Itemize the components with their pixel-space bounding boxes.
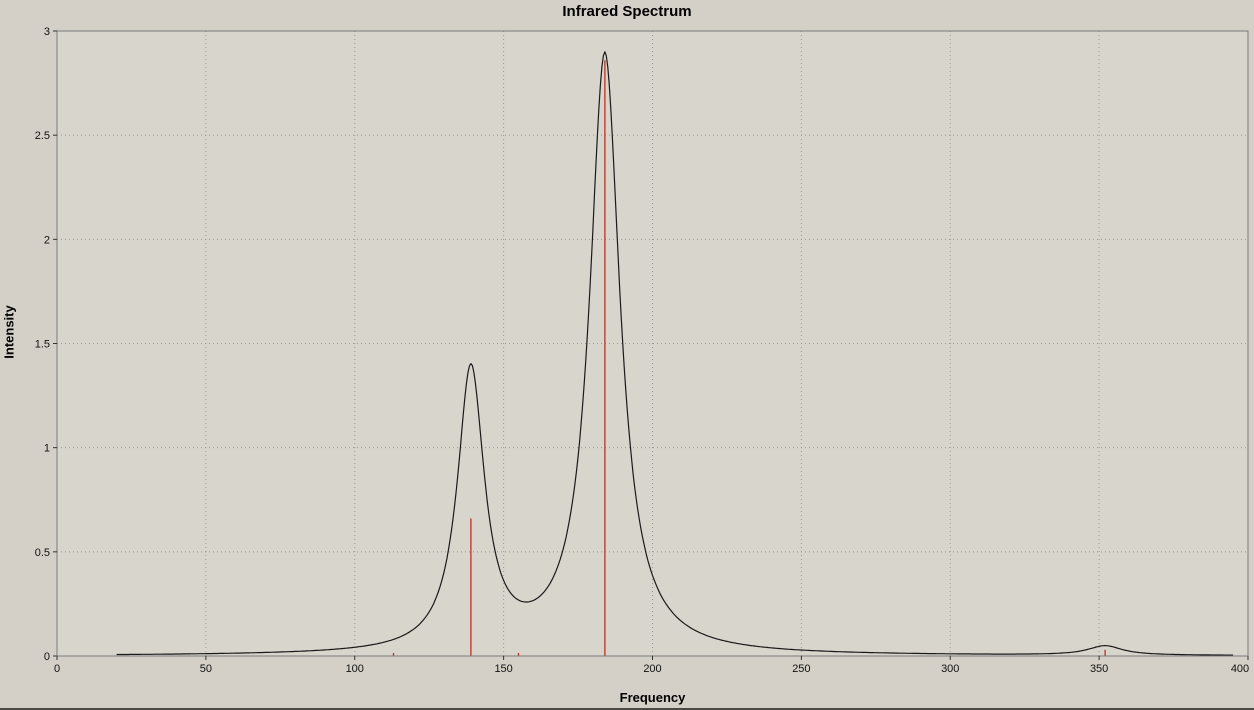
svg-text:0: 0 [44, 651, 50, 663]
svg-text:250: 250 [792, 663, 810, 675]
svg-text:350: 350 [1090, 663, 1108, 675]
svg-text:100: 100 [346, 663, 364, 675]
svg-text:200: 200 [643, 663, 661, 675]
svg-text:2.5: 2.5 [35, 130, 50, 142]
svg-text:0.5: 0.5 [35, 547, 50, 559]
svg-text:150: 150 [494, 663, 512, 675]
svg-text:50: 50 [200, 663, 212, 675]
svg-text:0: 0 [54, 663, 60, 675]
x-axis-label: Frequency [619, 690, 686, 705]
svg-text:400: 400 [1231, 663, 1249, 675]
svg-text:2: 2 [44, 234, 50, 246]
svg-text:3: 3 [44, 26, 50, 38]
svg-text:1.5: 1.5 [35, 339, 50, 351]
svg-text:300: 300 [941, 663, 959, 675]
y-axis-label: Intensity [1, 305, 17, 359]
chart-title: Infrared Spectrum [562, 3, 692, 20]
svg-text:1: 1 [44, 443, 50, 455]
